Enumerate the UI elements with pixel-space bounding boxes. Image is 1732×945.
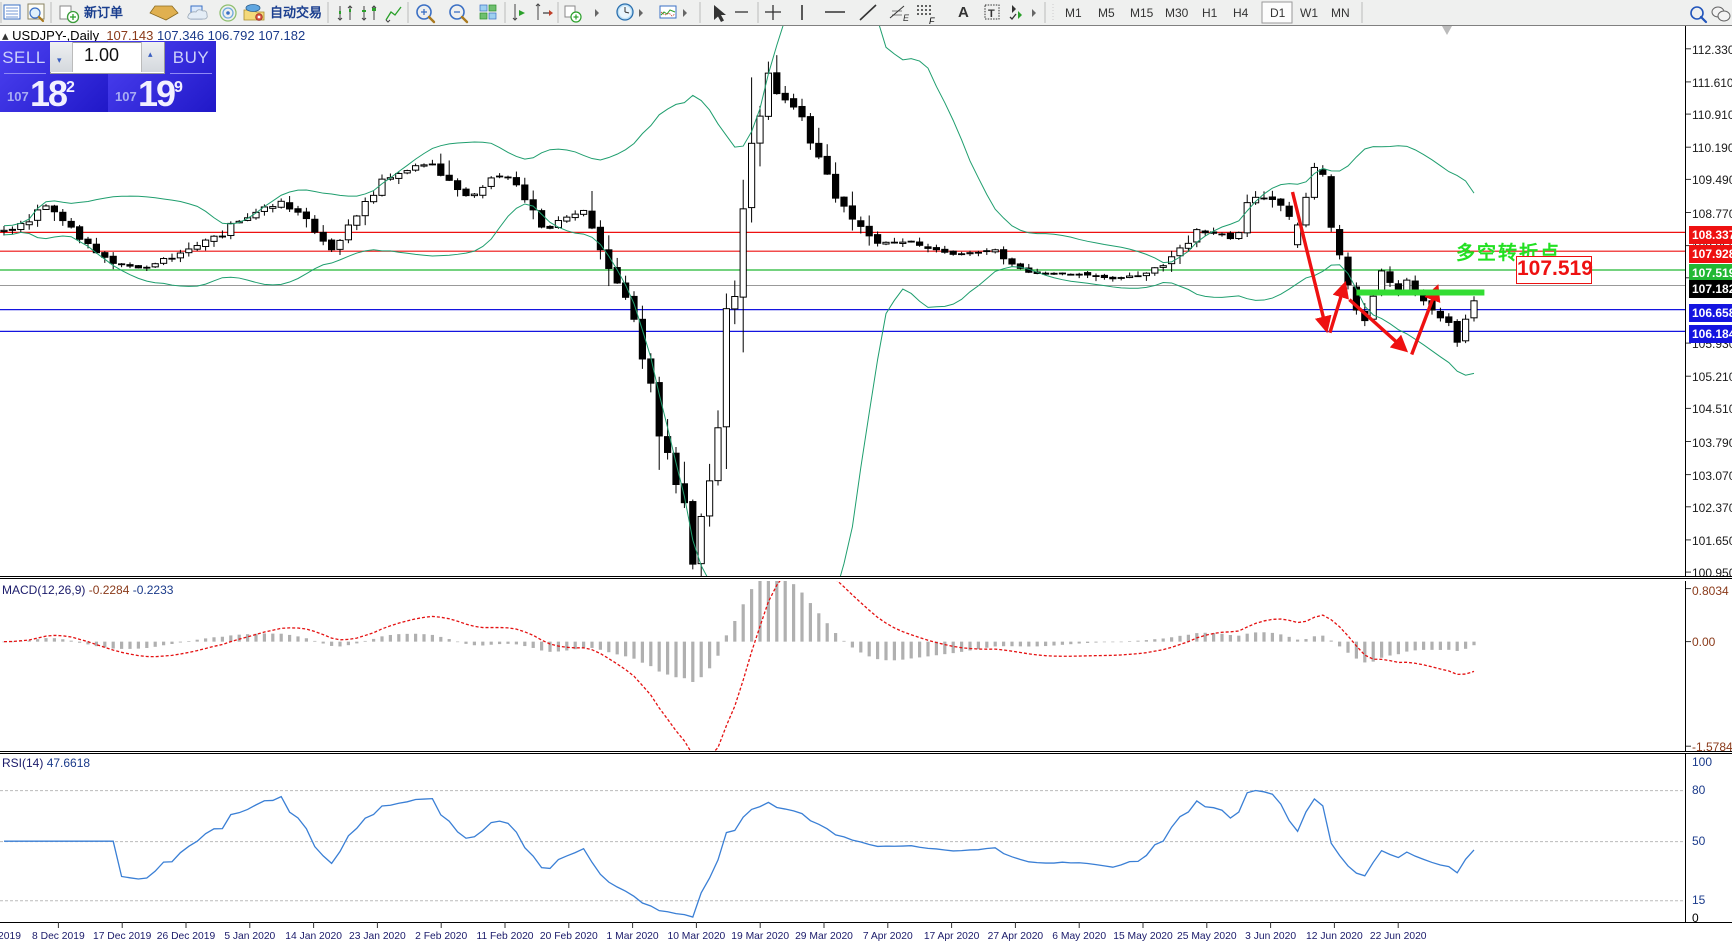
svg-text:自动交易: 自动交易 [270, 5, 322, 20]
svg-text:H1: H1 [1202, 6, 1218, 20]
svg-text:M1: M1 [1065, 6, 1082, 20]
svg-text:M15: M15 [1130, 6, 1154, 20]
svg-text:M30: M30 [1165, 6, 1189, 20]
svg-text:D1: D1 [1270, 6, 1286, 20]
svg-text:新订单: 新订单 [84, 5, 123, 20]
svg-text:W1: W1 [1300, 6, 1318, 20]
svg-text:H4: H4 [1233, 6, 1249, 20]
svg-text:MN: MN [1331, 6, 1350, 20]
svg-text:T: T [988, 8, 995, 20]
svg-text:M5: M5 [1098, 6, 1115, 20]
svg-text:A: A [958, 4, 969, 21]
svg-text:F: F [929, 16, 935, 25]
svg-text:E: E [903, 13, 910, 23]
